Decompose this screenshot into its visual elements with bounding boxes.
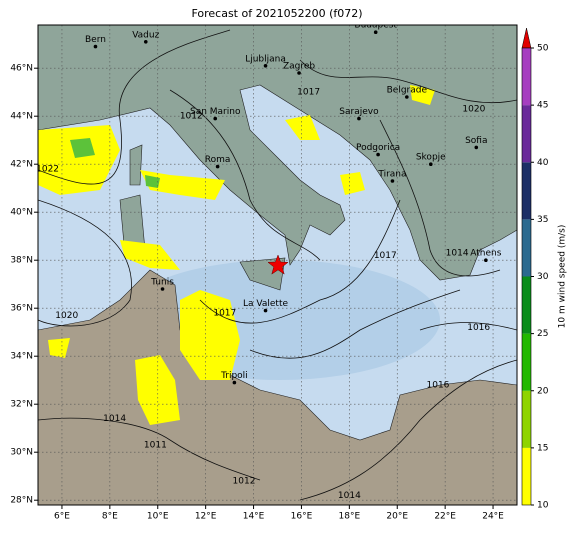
y-tick-label: 42°N bbox=[10, 160, 33, 170]
contour-label: 1017 bbox=[213, 309, 236, 319]
title: Forecast of 2021052200 (f072) bbox=[191, 7, 362, 20]
colorbar-extend bbox=[521, 27, 532, 49]
city-label: Tirana bbox=[377, 170, 406, 180]
contour-label: 1014 bbox=[103, 414, 126, 424]
map-frame bbox=[37, 24, 518, 506]
contour-label: 1014 bbox=[338, 491, 361, 501]
y-tick-label: 32°N bbox=[10, 400, 33, 410]
city-label: Zagreb bbox=[283, 62, 315, 72]
colorbar-segment bbox=[522, 390, 531, 448]
city-dot bbox=[373, 30, 378, 34]
contour-label: 1014 bbox=[446, 249, 469, 259]
city-label: Ljubljana bbox=[245, 54, 286, 64]
city-dot bbox=[297, 71, 301, 75]
city-label: San Marino bbox=[190, 107, 241, 117]
x-tick-label: 20°E bbox=[386, 512, 408, 522]
city-label: Vaduz bbox=[132, 30, 159, 40]
city-dot bbox=[215, 164, 220, 169]
contour-label: 1016 bbox=[427, 381, 450, 391]
city-label: Athens bbox=[470, 249, 501, 259]
x-tick-label: 10°E bbox=[147, 512, 169, 522]
contour-label: 1020 bbox=[55, 311, 78, 321]
city-dot bbox=[484, 258, 488, 263]
x-tick-label: 22°E bbox=[434, 512, 456, 522]
city-label: Podgorica bbox=[356, 143, 400, 153]
x-tick-label: 16°E bbox=[291, 512, 313, 522]
city-label: Belgrade bbox=[387, 86, 428, 96]
colorbar-segment bbox=[522, 276, 531, 334]
y-tick-label: 36°N bbox=[10, 304, 33, 314]
colorbar-tick-label: 10 bbox=[537, 501, 549, 511]
contour-label: 1017 bbox=[297, 88, 320, 98]
city-dot bbox=[357, 116, 361, 121]
colorbar-tick-label: 40 bbox=[537, 158, 549, 168]
y-tick-label: 38°N bbox=[10, 256, 33, 266]
colorbar-segment bbox=[522, 333, 531, 391]
x-tick-label: 14°E bbox=[243, 512, 265, 522]
colorbar-segment bbox=[522, 219, 531, 277]
contour-label: 1022 bbox=[36, 165, 59, 175]
city-dot bbox=[405, 95, 409, 99]
colorbar-tick-label: 45 bbox=[537, 101, 548, 111]
x-tick-label: 6°E bbox=[54, 512, 70, 522]
contour-label: 1020 bbox=[462, 105, 485, 115]
y-tick-label: 44°N bbox=[10, 112, 33, 122]
colorbar-tick-label: 20 bbox=[537, 386, 549, 396]
y-tick-label: 40°N bbox=[10, 208, 33, 218]
city-label: La Valette bbox=[243, 299, 288, 309]
x-tick-label: 18°E bbox=[339, 512, 361, 522]
city-label: Bern bbox=[85, 35, 106, 45]
city-label: Tripoli bbox=[220, 371, 248, 381]
contour-label: 1017 bbox=[374, 251, 397, 261]
contour-label: 1012 bbox=[180, 112, 203, 122]
colorbar-segment bbox=[522, 105, 531, 163]
city-dot bbox=[263, 64, 268, 68]
colorbar-tick-label: 30 bbox=[537, 272, 549, 282]
y-tick-label: 34°N bbox=[10, 352, 33, 362]
city-dot bbox=[213, 116, 218, 121]
city-dot bbox=[474, 145, 479, 150]
city-dot bbox=[390, 179, 395, 183]
x-tick-label: 24°E bbox=[482, 512, 504, 522]
x-tick-label: 12°E bbox=[195, 512, 217, 522]
y-tick-label: 46°N bbox=[10, 64, 33, 74]
colorbar-tick-label: 50 bbox=[537, 44, 549, 54]
colorbar-label: 10 m wind speed (m/s) bbox=[558, 225, 568, 329]
colorbar-segment bbox=[522, 162, 531, 220]
y-tick-label: 28°N bbox=[10, 496, 33, 506]
x-tick-label: 8°E bbox=[102, 512, 118, 522]
colorbar-tick-label: 35 bbox=[537, 215, 548, 225]
city-dot bbox=[263, 308, 268, 313]
city-dot bbox=[160, 287, 165, 291]
colorbar-segment bbox=[522, 48, 531, 106]
colorbar-segment bbox=[522, 447, 531, 505]
city-dot bbox=[143, 40, 148, 44]
city-label: Skopje bbox=[416, 153, 446, 163]
city-dot bbox=[93, 44, 98, 49]
city-label: Sarajevo bbox=[339, 107, 379, 117]
city-dot bbox=[428, 162, 433, 166]
contour-label: 1012 bbox=[233, 477, 256, 487]
contour-label: 1016 bbox=[467, 323, 490, 333]
contour-label: 1011 bbox=[144, 441, 167, 451]
city-dot bbox=[376, 152, 380, 157]
city-label: Roma bbox=[205, 155, 231, 165]
colorbar-tick-label: 15 bbox=[537, 443, 548, 453]
y-tick-label: 30°N bbox=[10, 448, 33, 458]
city-dot bbox=[232, 380, 237, 385]
city-label: Sofia bbox=[465, 136, 487, 146]
basemap bbox=[38, 25, 517, 505]
colorbar-tick-label: 25 bbox=[537, 329, 548, 339]
city-label: Tunis bbox=[150, 278, 174, 288]
city-label: Budapest bbox=[354, 21, 397, 31]
